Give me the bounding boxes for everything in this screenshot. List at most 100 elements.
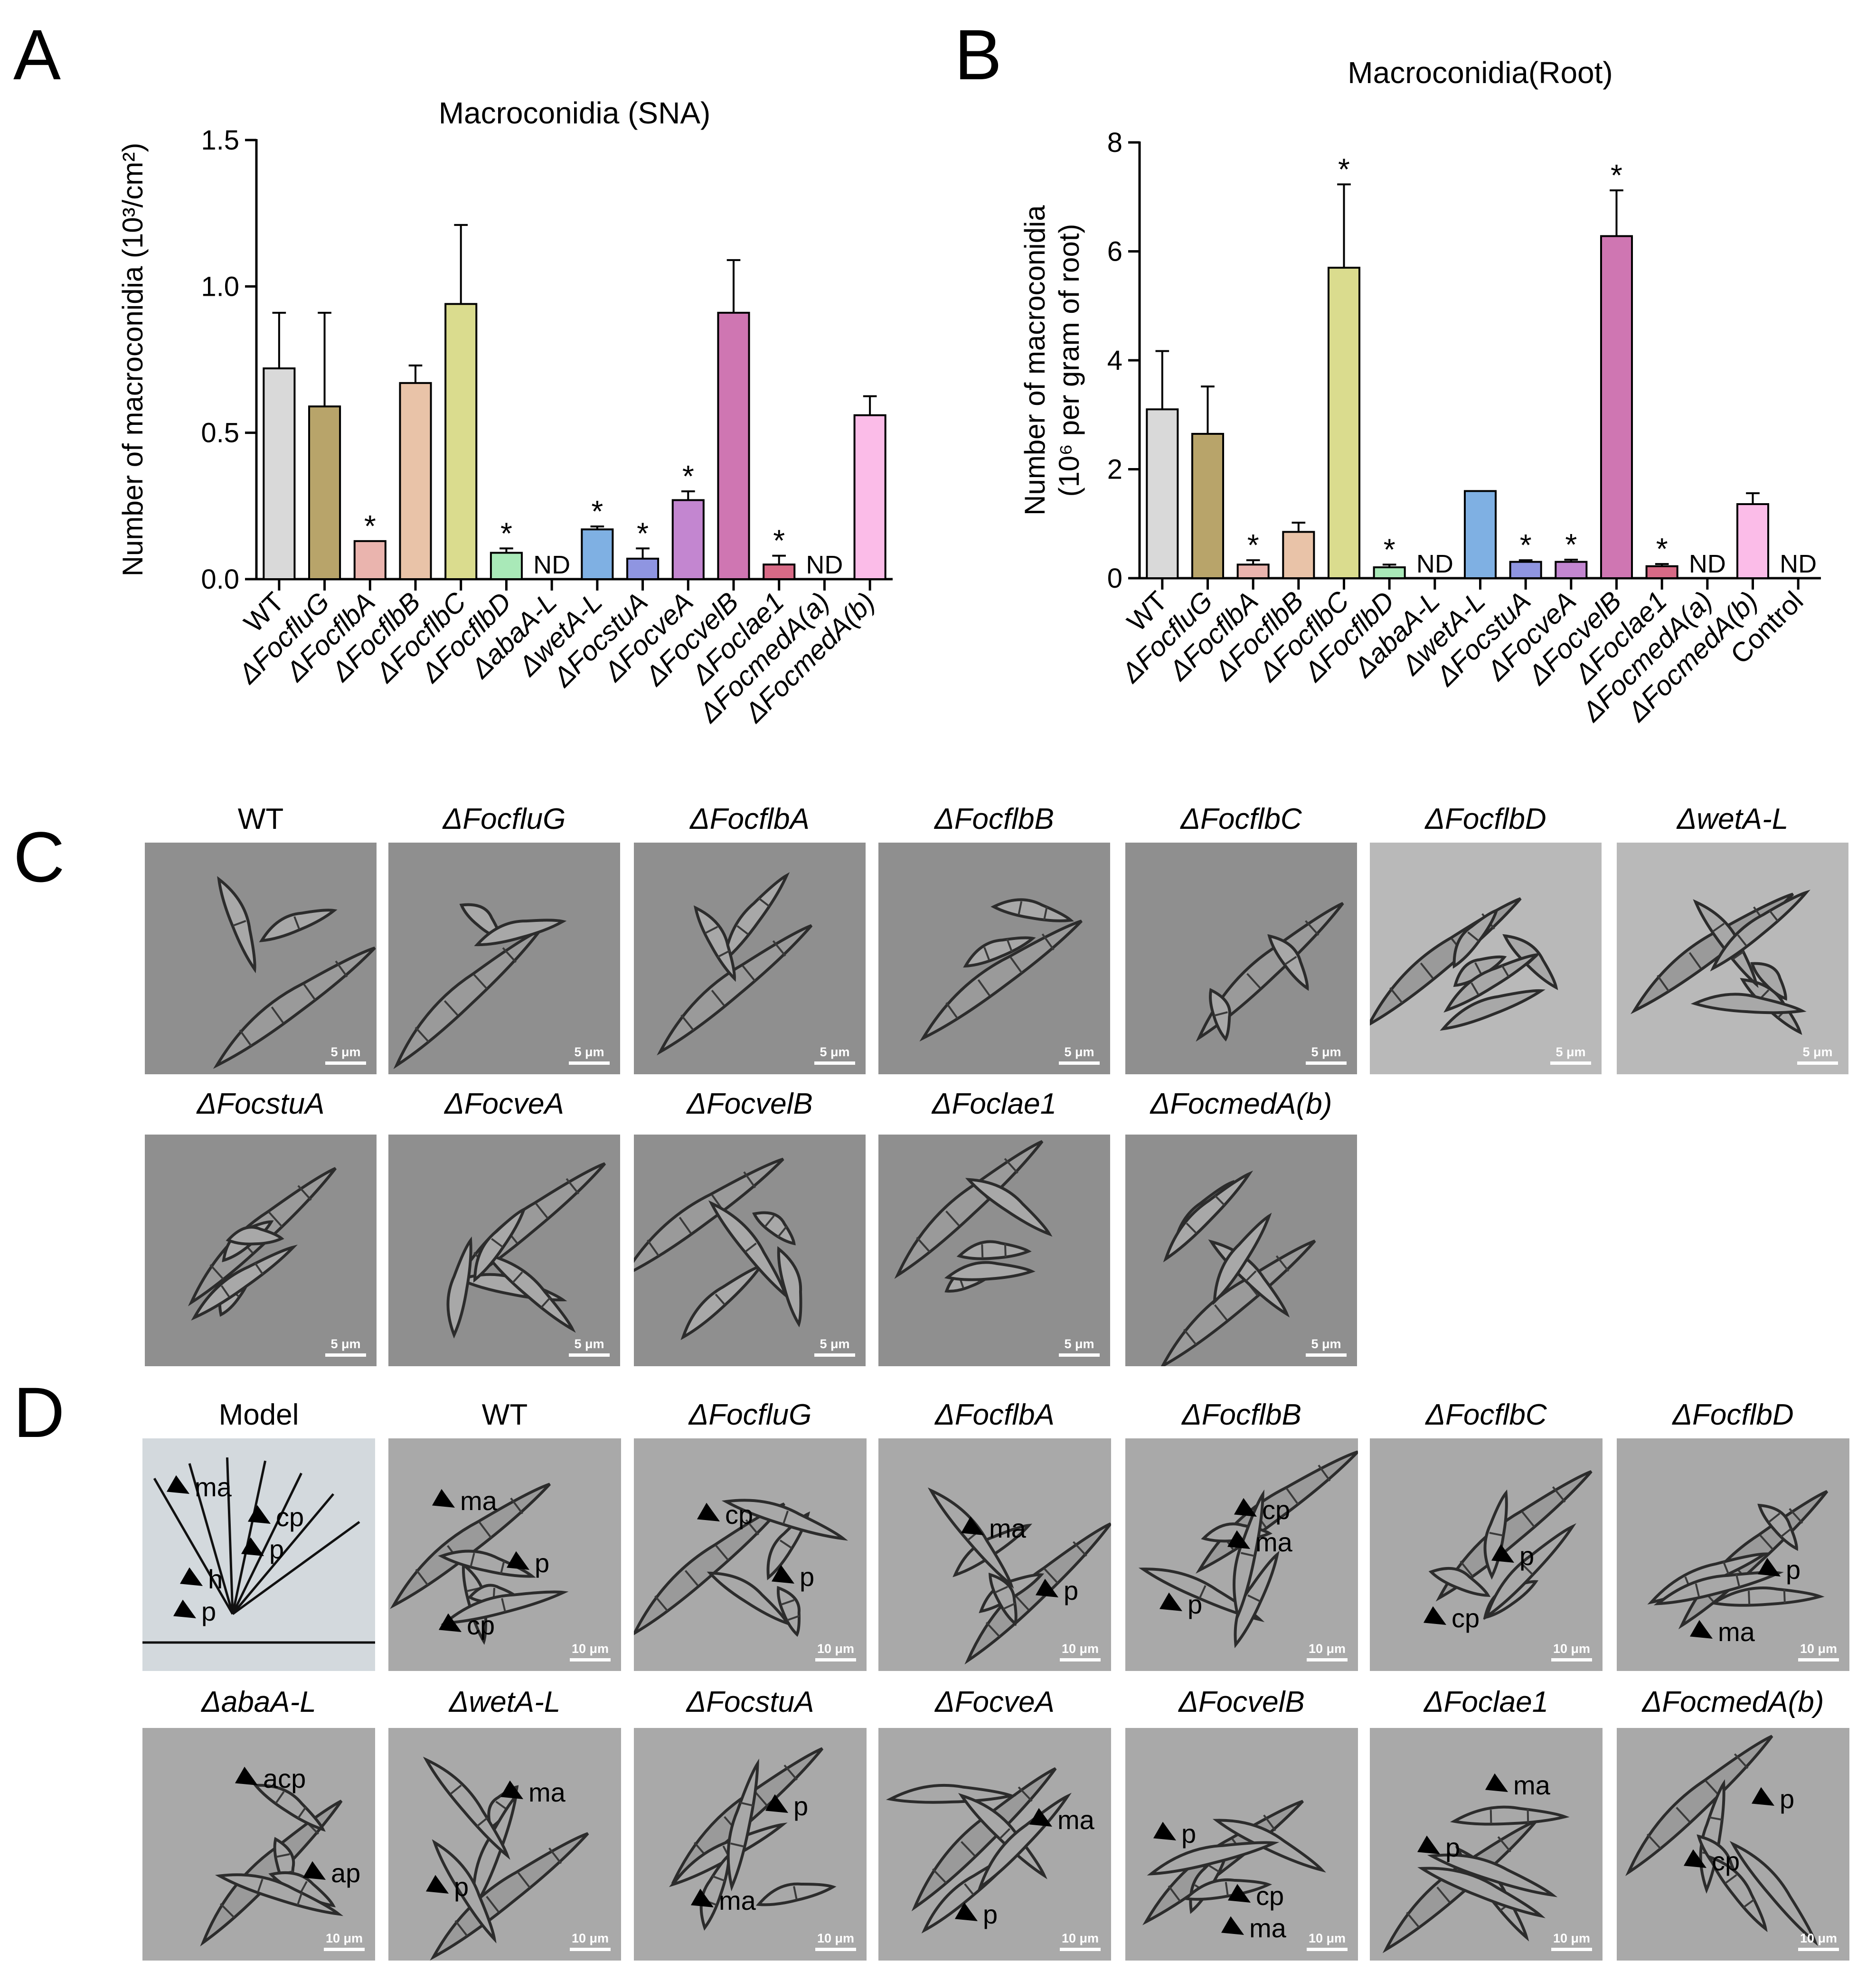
significance-mark: * [1611, 158, 1622, 192]
scale-bar-line [815, 1948, 856, 1951]
micrograph-cells [1647, 1490, 1829, 1630]
scale-bar-line [814, 1061, 855, 1065]
bar [1555, 561, 1588, 579]
bar [1327, 266, 1361, 579]
micrograph-cells [390, 1483, 569, 1645]
micrograph-label: ΔFocflbA [690, 803, 810, 835]
micrograph-cells [423, 1756, 589, 1961]
chart-macroconidia-root: Macroconidia(Root) 0 2 4 6 8 Number of macroco… [1019, 56, 1821, 728]
bar [671, 499, 705, 580]
scale-bar: 10 μm [1798, 1931, 1839, 1951]
micrograph-image: 5 μm [878, 843, 1110, 1074]
structure-annotation: h [208, 1564, 223, 1594]
scale-bar-line [570, 1948, 611, 1951]
micrograph-cells [886, 1767, 1072, 1933]
structure-annotation: ma [1718, 1617, 1755, 1647]
structure-annotation: ma [1057, 1805, 1094, 1835]
scale-bar: 5 μm [1797, 1045, 1838, 1065]
model-macroconidium [226, 1457, 234, 1614]
scale-bar-label: 5 μm [574, 1337, 604, 1351]
scale-bar-label: 5 μm [820, 1045, 850, 1059]
micrograph-label: ΔFocstuA [686, 1686, 814, 1718]
scale-bar-line [570, 1658, 611, 1661]
structure-annotation: p [800, 1562, 815, 1592]
significance-mark: * [1338, 152, 1350, 186]
y-tick-label: 0.5 [201, 418, 239, 449]
scale-bar: 10 μm [1798, 1642, 1839, 1661]
scale-bar: 10 μm [1307, 1931, 1348, 1951]
scale-bar-label: 10 μm [1308, 1931, 1346, 1945]
scale-bar: 10 μm [815, 1931, 856, 1951]
micrograph-cells [927, 1487, 1111, 1665]
micrograph-label: ΔFocmedA(b) [1150, 1088, 1332, 1120]
micrograph-label: ΔFocfluG [688, 1398, 812, 1431]
scale-bar-line [1060, 1948, 1101, 1951]
nd-label: ND [1416, 550, 1453, 578]
micrograph-image: 5 μm [388, 843, 620, 1074]
scale-bar-line [1550, 1061, 1591, 1065]
significance-mark: * [773, 524, 785, 558]
micrograph-image: 5 μm [1125, 843, 1357, 1074]
micrograph-image: 10 μm ma p cp [388, 1438, 621, 1671]
bar [853, 414, 886, 581]
nd-label: ND [806, 551, 843, 579]
micrograph-label: ΔabaA-L [201, 1686, 316, 1718]
micrograph-cells [1142, 1800, 1326, 1925]
structure-annotation: p [1188, 1589, 1203, 1619]
micrograph-image: 5 μm [145, 1135, 377, 1366]
scale-bar: 10 μm [1551, 1931, 1592, 1951]
scale-bar-line [1306, 1353, 1347, 1357]
significance-mark: * [1520, 528, 1532, 562]
significance-mark: * [1384, 532, 1395, 566]
scale-bar-label: 5 μm [820, 1337, 850, 1351]
significance-mark: * [1247, 528, 1259, 562]
micrograph-image: 10 μm ma p [1370, 1728, 1603, 1961]
scale-bar-line [1551, 1658, 1592, 1661]
micrograph-cells [1382, 1805, 1570, 1953]
significance-mark: * [1656, 532, 1668, 566]
scale-bar-label: 10 μm [1061, 1931, 1099, 1945]
structure-annotation: ma [460, 1486, 497, 1516]
scale-bar-label: 10 μm [1061, 1642, 1099, 1656]
significance-mark: * [637, 516, 649, 550]
structure-annotation: p [1064, 1576, 1079, 1605]
structure-annotation: p [454, 1872, 469, 1902]
micrograph-image: 10 μm ma p [878, 1438, 1111, 1671]
y-axis-label: Number of macroconidia [1019, 205, 1051, 516]
scale-bar: 5 μm [325, 1337, 366, 1357]
nd-label: ND [1689, 550, 1726, 578]
scale-bar-label: 10 μm [1800, 1931, 1838, 1945]
scale-bar-label: 10 μm [571, 1642, 609, 1656]
micrograph-label: ΔwetA-L [449, 1686, 561, 1718]
micrograph-image: 10 μm p cp [1370, 1438, 1603, 1671]
structure-annotation: p [535, 1548, 550, 1578]
micrograph-cells [634, 1499, 848, 1637]
micrograph-image: 10 μm p ma [388, 1728, 621, 1961]
micrograph-label: ΔFocvelB [687, 1088, 813, 1120]
scale-bar-label: 5 μm [574, 1045, 604, 1059]
micrograph-cells [894, 1140, 1053, 1293]
scale-bar-label: 10 μm [817, 1642, 855, 1656]
panel-label-a: A [13, 15, 61, 94]
scale-bar-line [325, 1061, 366, 1065]
y-tick-label: 2 [1107, 454, 1122, 485]
scale-bar: 5 μm [569, 1337, 610, 1357]
model-macroconidium [232, 1493, 335, 1615]
micrograph-cells [657, 872, 813, 1056]
micrograph-cells [1159, 1170, 1316, 1366]
bar [308, 405, 341, 581]
micrograph-image: ma p p cp h [142, 1438, 375, 1671]
y-tick-label: 0 [1107, 563, 1122, 594]
micrograph-label: ΔFoclae1 [932, 1088, 1057, 1120]
micrograph-label: ΔFocvelB [1178, 1686, 1305, 1718]
micrograph-cells [142, 1457, 375, 1644]
scale-bar-line [815, 1658, 856, 1661]
structure-annotation: ma [1249, 1913, 1286, 1943]
significance-mark: * [591, 494, 603, 528]
model-macroconidium [232, 1521, 360, 1615]
bar [399, 382, 432, 580]
micrograph-cells [1625, 1735, 1818, 1946]
micrograph-image: 5 μm [1370, 843, 1602, 1074]
scale-bar: 5 μm [814, 1045, 855, 1065]
scale-bar: 5 μm [814, 1337, 855, 1357]
